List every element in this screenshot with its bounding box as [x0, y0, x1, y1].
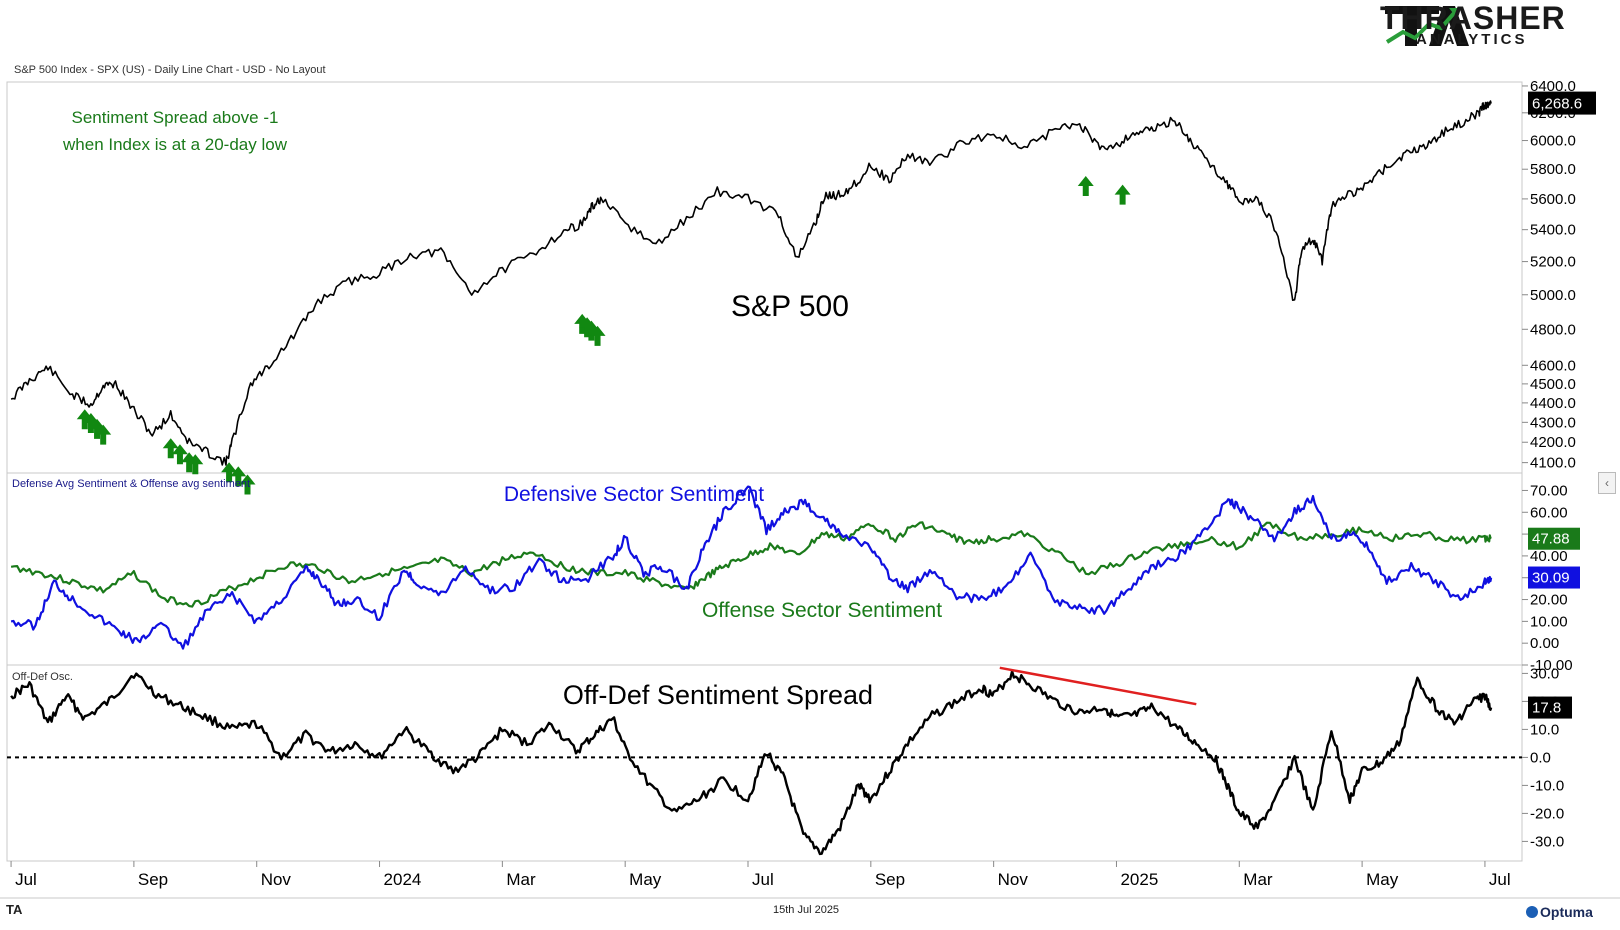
- signal-arrow-icon: [187, 454, 204, 475]
- price-axis-label: 4200.0: [1530, 434, 1576, 451]
- date-axis-label: Jul: [752, 870, 774, 889]
- sentiment-axis-label: 70.00: [1530, 482, 1568, 499]
- spread-axis-label: 30.0: [1530, 665, 1559, 682]
- offense-label: Offense Sector Sentiment: [702, 599, 942, 622]
- defensive-last-value: 30.09: [1532, 570, 1570, 587]
- spread-line: [10, 670, 1493, 856]
- date-axis-label: 2025: [1120, 870, 1158, 889]
- sentiment-axis-label: 0.00: [1530, 635, 1559, 652]
- spread-axis-label: 10.0: [1530, 721, 1559, 738]
- date-axis-label: Nov: [261, 870, 292, 889]
- price-axis-label: 4600.0: [1530, 357, 1576, 374]
- price-axis-label: 4400.0: [1530, 395, 1576, 412]
- sp500-label: S&P 500: [731, 290, 849, 323]
- annotation-line-2: when Index is at a 20-day low: [62, 135, 288, 154]
- signal-arrow-icon: [89, 418, 106, 439]
- date-axis-label: Sep: [875, 870, 905, 889]
- signal-arrow-icon: [230, 466, 247, 487]
- spread-last-value: 17.8: [1532, 700, 1561, 717]
- brand-logo: [1385, 6, 1469, 46]
- date-axis-label: Jul: [15, 870, 37, 889]
- signal-arrow-icon: [221, 462, 238, 483]
- defensive-last-value-box: [1528, 566, 1580, 589]
- price-axis-label: 5400.0: [1530, 222, 1576, 239]
- spread-axis-label: 0.0: [1530, 749, 1551, 766]
- sentiment-axis-label: 60.00: [1530, 504, 1568, 521]
- footer-ta-logo: TA: [6, 902, 23, 917]
- offense-line: [10, 521, 1492, 608]
- signal-arrow-icon: [1077, 175, 1094, 196]
- date-axis-label: Mar: [506, 870, 536, 889]
- chart-description: S&P 500 Index - SPX (US) - Daily Line Ch…: [14, 64, 326, 76]
- date-axis-label: Sep: [138, 870, 168, 889]
- spread-last-value-box: [1528, 696, 1572, 719]
- price-axis-label: 4300.0: [1530, 414, 1576, 431]
- spread-axis-label: -10.0: [1530, 777, 1564, 794]
- spread-axis-label: -30.0: [1530, 833, 1564, 850]
- sentiment-panel-title: Defense Avg Sentiment & Offense avg sent…: [12, 478, 250, 490]
- brand-subtitle: ANALYTICS: [1416, 31, 1528, 48]
- spread-panel-title: Off-Def Osc.: [12, 671, 73, 683]
- collapse-panel-button[interactable]: ‹: [1598, 472, 1616, 494]
- optuma-icon: [1526, 906, 1538, 918]
- date-axis-label: May: [1366, 870, 1399, 889]
- spread-axis-label: -20.0: [1530, 805, 1564, 822]
- price-axis-label: 5000.0: [1530, 287, 1576, 304]
- signal-arrow-icon: [95, 424, 112, 445]
- signal-arrow-icon: [82, 413, 99, 434]
- offense-last-value-box: [1528, 527, 1580, 550]
- price-axis-label: 6000.0: [1530, 133, 1576, 150]
- signal-arrow-icon: [239, 474, 256, 495]
- sentiment-axis-label: -10.00: [1530, 657, 1573, 674]
- defensive-label: Defensive Sector Sentiment: [504, 483, 764, 506]
- optuma-label: Optuma: [1540, 904, 1593, 920]
- signal-arrow-icon: [589, 325, 606, 346]
- price-axis-label: 4100.0: [1530, 455, 1576, 472]
- price-axis-label: 4500.0: [1530, 376, 1576, 393]
- price-axis-label: 5200.0: [1530, 254, 1576, 271]
- price-axis-label: 5600.0: [1530, 191, 1576, 208]
- date-axis-label: 2024: [384, 870, 422, 889]
- signal-arrow-icon: [76, 409, 93, 430]
- signal-arrow-icon: [583, 320, 600, 341]
- sentiment-axis-label: 40.00: [1530, 548, 1568, 565]
- annotation-line-1: Sentiment Spread above -1: [72, 108, 279, 127]
- chart-date: 15th Jul 2025: [773, 904, 840, 916]
- offense-last-value: 47.88: [1532, 531, 1570, 548]
- sentiment-axis-label: 10.00: [1530, 613, 1568, 630]
- defensive-line: [10, 485, 1493, 650]
- spread-label: Off-Def Sentiment Spread: [563, 680, 873, 710]
- price-last-value-box: [1528, 91, 1596, 115]
- price-axis-label: 5800.0: [1530, 161, 1576, 178]
- price-last-value: 6,268.6: [1532, 96, 1582, 113]
- optuma-logo: Optuma: [1526, 904, 1593, 920]
- date-axis-label: Mar: [1243, 870, 1273, 889]
- red-trendline: [999, 666, 1197, 706]
- signal-arrow-icon: [1114, 184, 1131, 205]
- date-axis-label: Jul: [1489, 870, 1511, 889]
- signal-arrow-icon: [171, 444, 188, 465]
- price-axis-label: 4800.0: [1530, 321, 1576, 338]
- price-axis-label: 6400.0: [1530, 78, 1576, 95]
- sentiment-panel-frame: [6, 472, 1523, 666]
- signal-arrow-icon: [162, 438, 179, 459]
- date-axis-label: Nov: [998, 870, 1029, 889]
- brand-name: THRASHER: [1380, 0, 1566, 36]
- sentiment-axis-label: 20.00: [1530, 592, 1568, 609]
- sp500-line: [10, 100, 1492, 466]
- date-axis-label: May: [629, 870, 662, 889]
